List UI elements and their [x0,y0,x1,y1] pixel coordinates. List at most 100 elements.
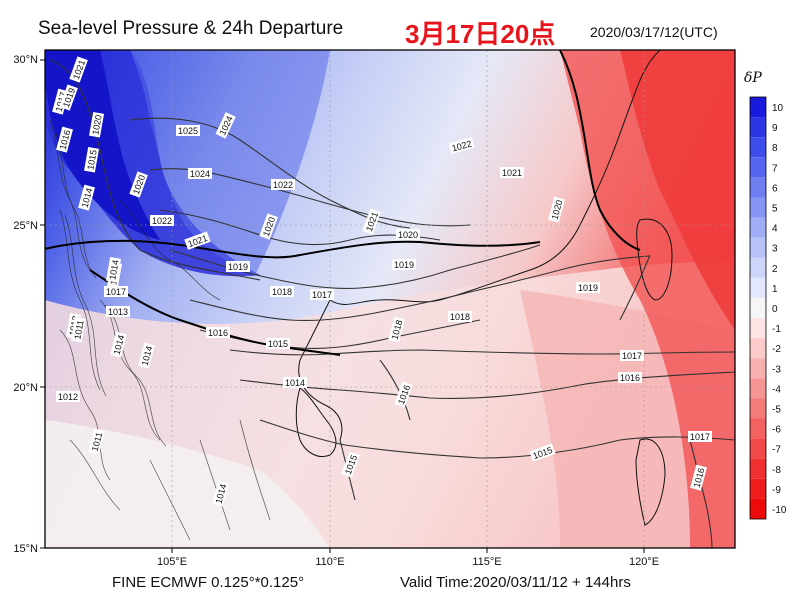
isobar-label: 1022 [150,215,174,226]
colorbar-swatch [750,318,766,339]
lon-label-105: 105°E [157,556,187,568]
colorbar-swatch [750,257,766,278]
svg-text:1012: 1012 [58,392,78,402]
colorbar-swatch [750,117,766,138]
colorbar-tick-label: -3 [772,364,781,375]
isobar-label: 1019 [576,282,600,293]
svg-text:1016: 1016 [620,373,640,383]
colorbar-swatch [750,398,766,419]
isobar-label: 1018 [448,311,472,322]
colorbar-swatch [750,177,766,198]
colorbar-tick-label: 3 [772,244,778,255]
isobar-label: 1019 [392,259,416,270]
colorbar-swatch [750,237,766,258]
isobar-label: 1018 [270,286,294,297]
isobar-label: 1024 [188,168,212,179]
colorbar-tick-label: -6 [772,425,781,436]
svg-text:1014: 1014 [107,259,120,280]
colorbar-swatch [750,137,766,158]
svg-text:1017: 1017 [312,290,332,300]
svg-text:1011: 1011 [72,319,85,340]
colorbar-tick-label: -2 [772,344,781,355]
lat-label-30: 30°N [13,54,38,66]
colorbar-swatch [750,197,766,218]
colorbar-swatch [750,458,766,479]
colorbar-swatch [750,338,766,359]
isobar-label: 1025 [176,125,200,136]
colorbar-swatch [750,277,766,298]
svg-text:1019: 1019 [228,262,248,272]
svg-text:1019: 1019 [394,260,414,270]
isobar-label: 1015 [84,146,100,173]
isobar-label: 1017 [104,286,128,297]
svg-text:1020: 1020 [398,230,418,240]
lat-label-20: 20°N [13,382,38,394]
svg-text:1011: 1011 [90,431,105,452]
svg-text:1016: 1016 [208,328,228,338]
lat-label-15: 15°N [13,543,38,555]
colorbar-swatch [750,478,766,499]
colorbar-frame [749,96,767,520]
colorbar-swatch [750,378,766,399]
svg-text:1017: 1017 [622,351,642,361]
colorbar-tick-label: 2 [772,264,778,275]
isobar-label: 1021 [500,167,524,178]
isobar-label: 1020 [89,111,105,138]
colorbar-tick-label: -10 [772,505,787,516]
isobar-label: 1015 [266,338,290,349]
colorbar-tick-label: 7 [772,163,778,174]
svg-text:1020: 1020 [90,114,103,135]
colorbar-swatch [750,438,766,459]
colorbar-swatch [750,358,766,379]
svg-text:1017: 1017 [106,287,126,297]
lat-label-25: 25°N [13,220,38,232]
isobar-label: 1016 [618,372,642,383]
lon-label-120: 120°E [629,556,659,568]
colorbar-swatch [750,217,766,238]
colorbar-tick-label: 10 [772,103,784,114]
svg-text:1022: 1022 [152,216,172,226]
svg-text:1014: 1014 [285,378,305,388]
colorbar-tick-label: 0 [772,304,778,315]
isobar-label: 1014 [106,256,122,283]
colorbar-tick-label: 9 [772,123,778,134]
colorbar-tick-label: -5 [772,404,781,415]
colorbar-tick-label: 8 [772,143,778,154]
isobar-label: 1011 [88,428,105,455]
isobar-label: 1016 [206,327,230,338]
colorbar-swatch [750,498,766,519]
colorbar-tick-label: 5 [772,204,778,215]
isobar-label: 1012 [56,391,80,402]
colorbar-tick-label: -4 [772,384,781,395]
model-label: FINE ECMWF 0.125°*0.125° [112,574,305,591]
isobar-label: 1022 [271,179,295,190]
lon-label-110: 110°E [315,556,344,568]
isobar-label: 1019 [226,261,250,272]
svg-text:1015: 1015 [268,339,288,349]
colorbar-swatch [750,418,766,439]
colorbar-tick-label: -9 [772,485,781,496]
colorbar-tick-label: 6 [772,183,778,194]
svg-text:1022: 1022 [273,180,293,190]
svg-text:1015: 1015 [85,149,98,170]
svg-text:1018: 1018 [272,287,292,297]
svg-text:1024: 1024 [190,169,210,179]
colorbar-tick-label: -1 [772,324,781,335]
colorbar-swatch [750,297,766,319]
svg-text:1013: 1013 [108,307,128,317]
colorbar-swatch [750,157,766,178]
svg-text:1025: 1025 [178,126,198,136]
utc-date-label: 2020/03/17/12(UTC) [590,24,718,40]
colorbar-tick-label: -7 [772,445,781,456]
colorbar-tick-label: -8 [772,465,781,476]
isobar-label: 1017 [620,350,644,361]
svg-text:1017: 1017 [690,432,710,442]
colorbar-swatch [750,97,766,118]
isobar-label: 1013 [106,306,130,317]
svg-text:1021: 1021 [502,168,522,178]
isobar-label: 1017 [688,431,712,442]
svg-text:1018: 1018 [450,312,470,322]
colorbar-label: δP [744,70,762,86]
